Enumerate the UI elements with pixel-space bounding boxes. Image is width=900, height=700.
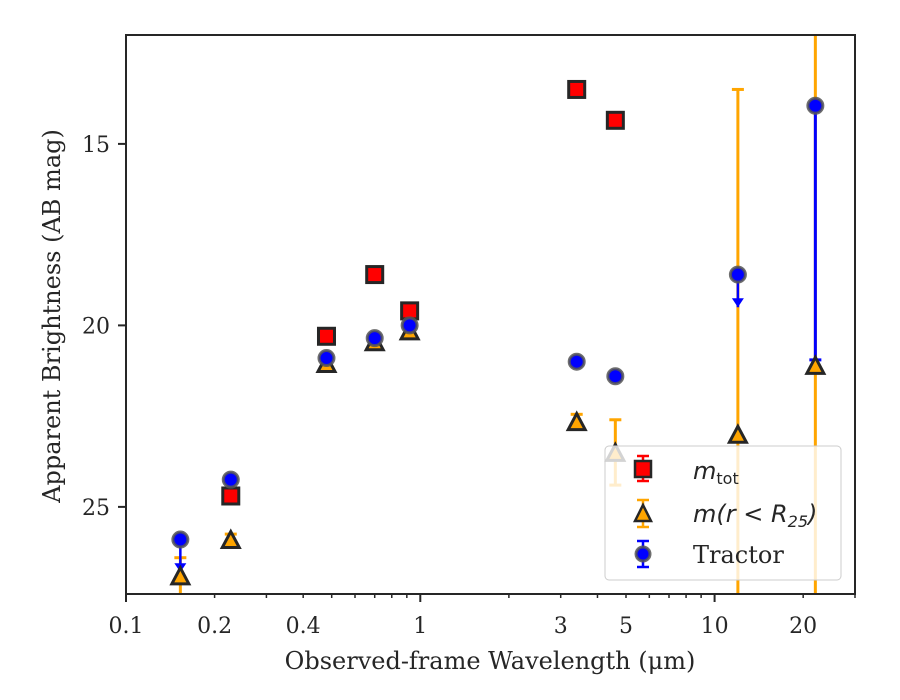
x-tick-label: 5: [619, 614, 633, 639]
x-axis-label: Observed-frame Wavelength (μm): [285, 647, 696, 675]
legend-tractor-label: Tractor: [693, 541, 784, 569]
x-tick-label: 10: [701, 614, 729, 639]
m-r25-point: [726, 423, 749, 444]
axis-ticks: 0.1 0.2 0.4 1 3 5 10 20 15 20 25: [82, 133, 856, 639]
legend-m-r25-marker: [632, 502, 654, 523]
legend-item-m-r25: m(r < R25): [632, 498, 817, 531]
plot-area: [169, 35, 827, 594]
tractor-point: [365, 329, 384, 348]
m-tot-point: [605, 110, 625, 130]
m-tot-point: [567, 79, 587, 99]
m-r25-point: [804, 354, 827, 375]
x-tick-label: 1: [413, 614, 427, 639]
legend: mtot m(r < R25) Tractor: [604, 445, 842, 581]
tractor-point: [567, 352, 586, 371]
tractor-point: [728, 265, 747, 284]
legend-item-m-tot: mtot: [633, 454, 739, 488]
axes-frame: [125, 34, 856, 595]
legend-item-tractor: Tractor: [634, 539, 784, 569]
tractor-point: [317, 349, 336, 368]
m-tot-point: [221, 486, 241, 506]
tractor-point: [806, 96, 825, 115]
tractor-point: [400, 316, 419, 335]
y-axis-label: Apparent Brightness (AB mag): [38, 129, 66, 504]
x-tick-label: 0.2: [197, 614, 232, 639]
y-tick-label: 25: [82, 496, 110, 521]
legend-m-tot-label: mtot: [693, 457, 739, 488]
x-tick-label: 3: [554, 614, 568, 639]
y-tick-label: 20: [82, 314, 110, 339]
legend-m-r25-label: m(r < R25): [693, 500, 817, 531]
tractor-point: [171, 530, 190, 549]
m-r25-point: [565, 410, 588, 432]
legend-m-tot-marker: [633, 459, 653, 479]
m-tot-point: [365, 265, 385, 285]
x-tick-label: 20: [789, 614, 817, 639]
legend-tractor-marker: [634, 545, 652, 563]
y-tick-label: 15: [82, 133, 110, 158]
m-r25-point: [219, 528, 242, 550]
tractor-point: [221, 470, 240, 489]
legend-box: [604, 445, 842, 581]
tractor-point: [606, 367, 625, 386]
m-tot-point: [316, 326, 336, 346]
x-tick-label: 0.1: [109, 614, 144, 639]
upper-limit-arrow: [731, 298, 744, 308]
m-r25-point: [169, 564, 192, 586]
x-tick-label: 0.4: [286, 614, 321, 639]
